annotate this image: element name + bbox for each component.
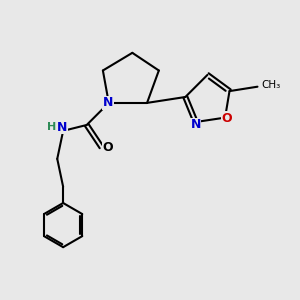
- Text: N: N: [57, 121, 68, 134]
- Text: N: N: [190, 118, 201, 131]
- Text: O: O: [221, 112, 232, 125]
- Text: N: N: [103, 96, 113, 110]
- Text: O: O: [103, 141, 113, 154]
- Text: CH₃: CH₃: [261, 80, 280, 90]
- Text: H: H: [47, 122, 57, 132]
